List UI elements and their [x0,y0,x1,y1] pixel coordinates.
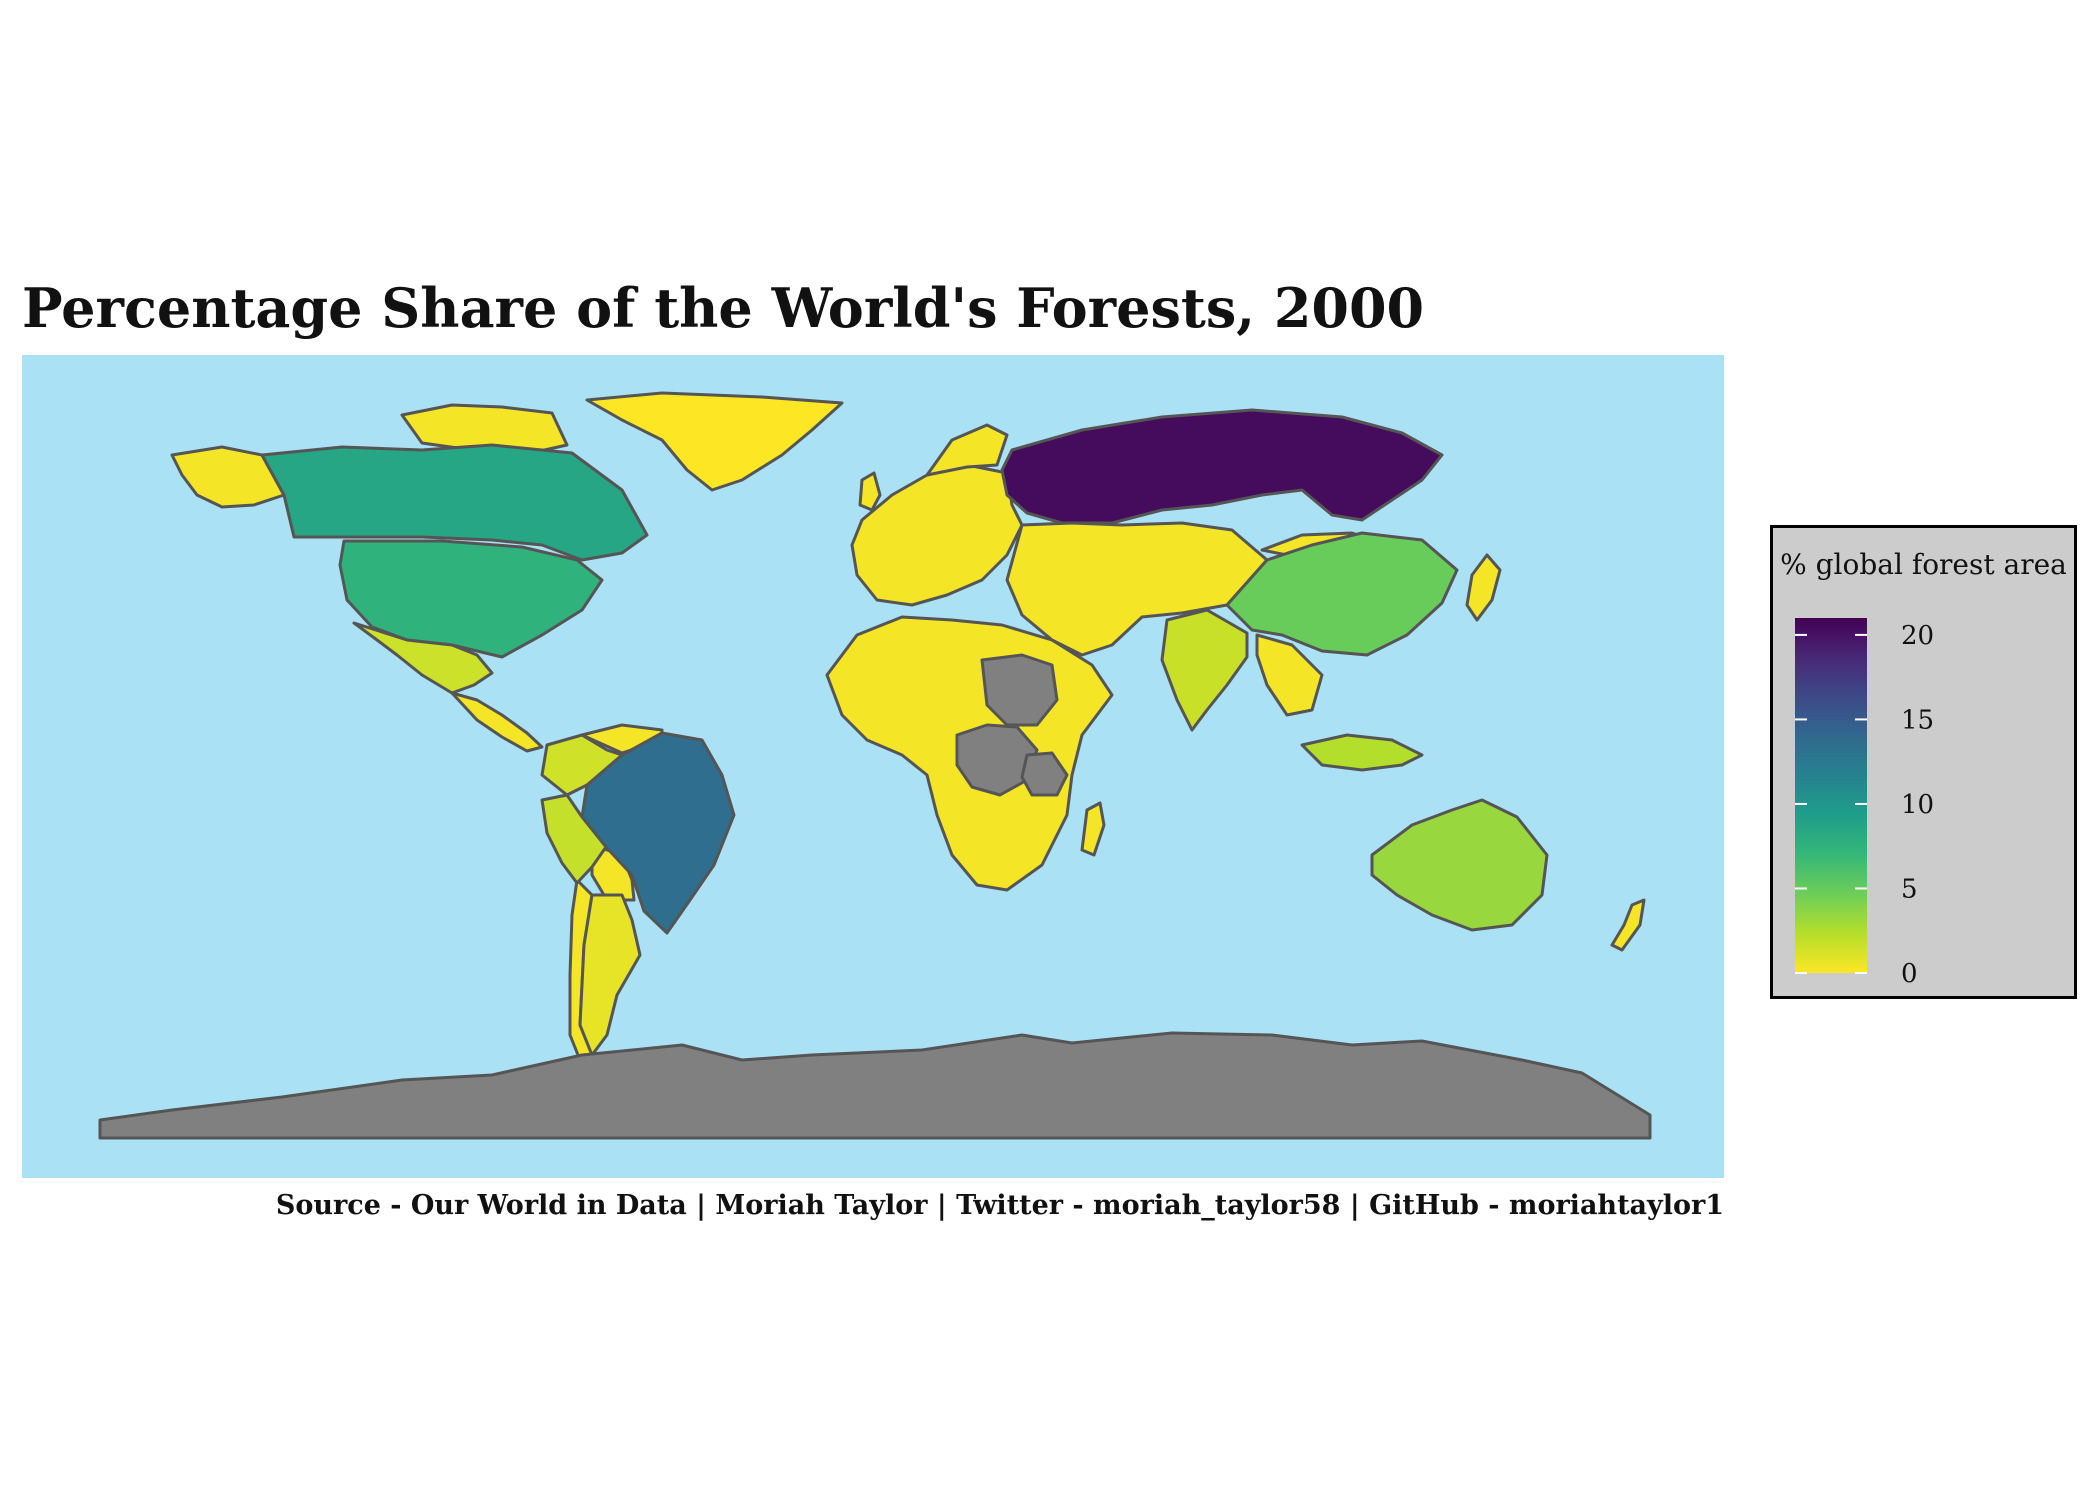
region-russia [1000,408,1444,525]
new-zealand-landmass [1610,898,1646,952]
region-antarctica [98,1031,1652,1140]
legend-tick-label: 0 [1901,959,1918,989]
uk-landmass [858,471,882,512]
legend-colorbar: 0 5 10 15 20 [1795,618,1934,989]
region-colombia [540,733,624,797]
chart-title: Percentage Share of the World's Forests,… [22,276,1425,340]
region-india [1160,608,1249,732]
region-sudan [980,653,1059,727]
color-legend: % global forest area 0 5 10 15 20 [1770,525,2077,999]
madagascar-landmass [1080,801,1106,857]
alaska-landmass [170,445,286,509]
region-mexico [352,621,494,695]
legend-tick-label: 15 [1901,705,1934,735]
colorbar-gradient [1795,618,1867,973]
region-peru [540,793,608,885]
southeast-asia-landmass [1255,633,1324,717]
scandinavia-landmass [925,423,1009,477]
legend-tick-label: 10 [1901,790,1934,820]
region-tanzania [1020,751,1069,797]
region-canada [260,443,649,562]
japan-landmass [1465,553,1502,622]
region-indonesia [1300,733,1424,772]
region-united-states [338,539,604,659]
region-greenland [585,391,844,492]
region-brazil [580,731,736,935]
region-australia [1370,798,1549,932]
world-map [22,355,1724,1178]
arctic-islands-landmass [400,403,569,457]
region-argentina [578,893,642,1057]
middle-east-central-asia-landmass [1005,521,1269,657]
central-america-landmass [450,691,544,753]
legend-tick-label: 20 [1901,621,1934,651]
region-china [1225,531,1459,657]
source-caption: Source - Our World in Data | Moriah Tayl… [275,1190,1724,1221]
legend-title: % global forest area [1780,548,2067,581]
legend-tick-label: 5 [1901,874,1918,904]
